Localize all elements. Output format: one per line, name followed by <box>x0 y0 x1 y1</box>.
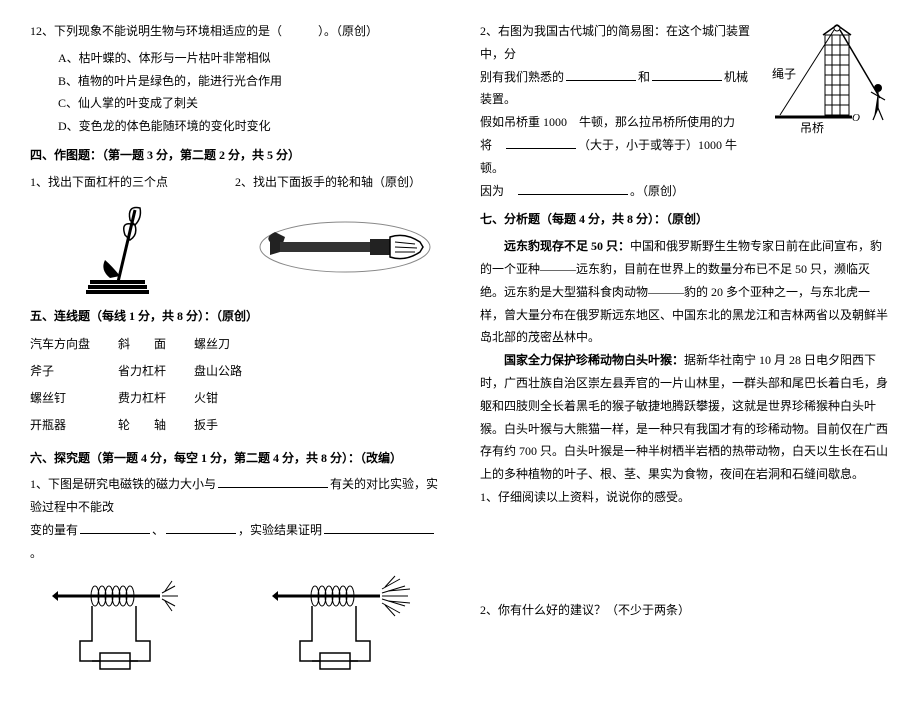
sec7-p2-body: 据新华社南宁 10 月 28 日电夕阳西下时，广西壮族自治区崇左县弄官的一片山林… <box>480 353 888 481</box>
blank-r1[interactable] <box>566 66 636 81</box>
blank-3[interactable] <box>166 519 236 534</box>
q12-opt-c: C、仙人掌的叶变成了刺关 <box>58 92 440 115</box>
blank-r4[interactable] <box>518 180 628 195</box>
blank-r2[interactable] <box>652 66 722 81</box>
match-r0c2: 螺丝刀 <box>194 331 270 358</box>
blank-1[interactable] <box>218 473 328 488</box>
blank-r3[interactable] <box>506 134 576 149</box>
match-r3c2: 扳手 <box>194 412 270 439</box>
blank-2[interactable] <box>80 519 150 534</box>
sec6-q1-line2: 变的量有 、 ，实验结果证明。 <box>30 519 440 565</box>
match-r1c0: 斧子 <box>30 358 118 385</box>
sec6-q1-line1: 1、下图是研究电磁铁的磁力大小与有关的对比实验，实验过程中不能改 <box>30 473 440 519</box>
sec7-p1-body: 中国和俄罗斯野生生物专家日前在此间宣布，豹的一个亚种———远东豹，目前在世界上的… <box>480 239 888 344</box>
r-q2-l5a: 因为 <box>480 184 516 198</box>
label-o: O <box>852 112 860 124</box>
match-r3c0: 开瓶器 <box>30 412 118 439</box>
sec7-p1: 远东豹现存不足 50 只：中国和俄罗斯野生生物专家日前在此间宣布，豹的一个亚种—… <box>480 235 890 349</box>
electromagnet-figure-1 <box>40 571 210 681</box>
wrench-figure <box>255 217 435 277</box>
electromagnet-figure-2 <box>260 571 430 681</box>
r-q2-l4a: 将 <box>480 138 504 152</box>
sec7-p2-lead: 国家全力保护珍稀动物白头叶猴： <box>504 353 684 367</box>
section-5-title: 五、连线题（每线 1 分，共 8 分）：（原创） <box>30 305 440 328</box>
sec6-q1c: 变的量有 <box>30 523 78 537</box>
sec6-q1a: 1、下图是研究电磁铁的磁力大小与 <box>30 477 216 491</box>
section-7-title: 七、分析题（每题 4 分，共 8 分）：（原创） <box>480 208 890 231</box>
q12-stem: 12、下列现象不能说明生物与环境相适应的是（ ）。（原创） <box>30 20 440 43</box>
q12-opt-a: A、枯叶蝶的、体形与一片枯叶非常相似 <box>58 47 440 70</box>
sec7-p2: 国家全力保护珍稀动物白头叶猴：据新华社南宁 10 月 28 日电夕阳西下时，广西… <box>480 349 890 486</box>
sec7-p1-lead: 远东豹现存不足 50 只： <box>504 239 630 253</box>
match-r0c1: 斜 面 <box>118 331 194 358</box>
q12-opt-b: B、植物的叶片是绿色的，能进行光合作用 <box>58 70 440 93</box>
match-table: 汽车方向盘 斜 面 螺丝刀 斧子 省力杠杆 盘山公路 螺丝钉 费力杠杆 火钳 开… <box>30 331 270 438</box>
drawbridge-figure: 绳子 吊桥 O <box>770 20 890 140</box>
q12-opt-d: D、变色龙的体色能随环境的变化时变化 <box>58 115 440 138</box>
match-r2c0: 螺丝钉 <box>30 385 118 412</box>
match-r2c1: 费力杠杆 <box>118 385 194 412</box>
r-q2-l2a: 别有我们熟悉的 <box>480 70 564 84</box>
match-r0c0: 汽车方向盘 <box>30 331 118 358</box>
sec7-q2: 2、你有什么好的建议？（不少于两条） <box>480 599 890 622</box>
sec4-q2: 2、找出下面扳手的轮和轴（原创） <box>235 171 440 194</box>
sec4-q1: 1、找出下面杠杆的三个点 <box>30 171 235 194</box>
section-6-title: 六、探究题（第一题 4 分，每空 1 分，第二题 4 分，共 8 分）：（改编） <box>30 447 440 470</box>
match-r2c2: 火钳 <box>194 385 270 412</box>
sec6-q1e: ，实验结果证明 <box>238 523 322 537</box>
match-r1c1: 省力杠杆 <box>118 358 194 385</box>
match-r3c1: 轮 轴 <box>118 412 194 439</box>
section-4-title: 四、作图题：（第一题 3 分，第二题 2 分，共 5 分） <box>30 144 440 167</box>
lever-figure <box>80 200 170 295</box>
sec7-q1: 1、仔细阅读以上资料，说说你的感受。 <box>480 486 890 509</box>
label-bridge: 吊桥 <box>800 121 824 135</box>
sec6-q1d: 、 <box>152 523 164 537</box>
r-q2-l5b: 。（原创） <box>630 184 684 198</box>
blank-4[interactable] <box>324 519 434 534</box>
match-r1c2: 盘山公路 <box>194 358 270 385</box>
sec6-q1f: 。 <box>30 546 42 560</box>
label-rope: 绳子 <box>772 67 796 81</box>
r-q2-l2b: 和 <box>638 70 650 84</box>
